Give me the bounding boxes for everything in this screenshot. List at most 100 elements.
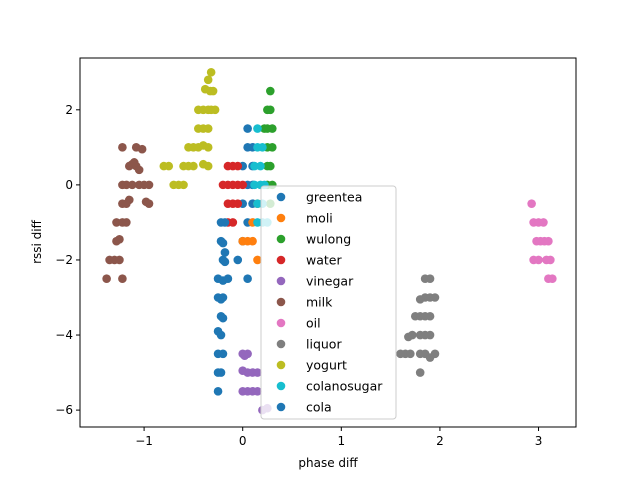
data-point (258, 143, 267, 152)
legend-label: cola (306, 400, 332, 415)
series-moli (238, 199, 262, 265)
legend-label: yogurt (306, 358, 347, 373)
data-point (122, 180, 131, 190)
series-cola (213, 218, 233, 396)
data-point (216, 330, 226, 340)
data-point (127, 180, 137, 190)
legend-marker (276, 402, 286, 412)
legend: greentea moli wulong water vinegar milk oil liq… (260, 185, 397, 420)
data-point (253, 368, 262, 377)
series-oil (527, 199, 557, 284)
data-point (267, 124, 277, 133)
legend-marker (276, 255, 286, 265)
data-point (220, 218, 230, 227)
legend-marker (276, 339, 286, 349)
data-point (115, 235, 124, 244)
data-point (134, 180, 144, 190)
data-point (250, 180, 259, 190)
data-point (233, 199, 243, 208)
y-tick-label: 2 (65, 103, 73, 117)
data-point (203, 124, 213, 133)
data-point (144, 199, 154, 208)
legend-marker (276, 297, 286, 307)
data-point (218, 293, 228, 302)
data-point (233, 255, 243, 265)
data-point (548, 274, 557, 284)
data-point (243, 124, 252, 133)
series-yogurt (159, 67, 220, 190)
data-point (102, 274, 111, 284)
data-point (223, 274, 233, 284)
series-milk (102, 143, 154, 284)
x-tick-label: −1 (135, 434, 153, 448)
legend-label: colanosugar (306, 379, 383, 394)
data-point (425, 353, 435, 362)
data-point (256, 161, 265, 171)
data-point (208, 86, 218, 96)
legend-marker (276, 276, 286, 286)
data-point (240, 351, 249, 360)
legend-marker (276, 234, 286, 244)
data-point (539, 218, 548, 227)
y-tick-label: 0 (65, 178, 73, 192)
y-tick-label: −4 (55, 328, 73, 342)
data-point (546, 255, 555, 265)
series-liquor (396, 274, 440, 377)
ticks-layer: −1 0 1 2 3 −6 −4 −2 0 2 (55, 103, 542, 448)
data-point (218, 180, 228, 190)
data-point (112, 218, 121, 227)
data-point (238, 236, 248, 246)
data-point (263, 161, 272, 171)
legend-label: vinegar (306, 274, 354, 289)
legend-label: water (306, 253, 342, 268)
legend-label: milk (306, 295, 333, 310)
data-point (218, 349, 228, 359)
data-point (238, 180, 248, 190)
legend-marker (276, 381, 286, 391)
legend-marker (276, 360, 286, 370)
axes-frame (79, 57, 577, 428)
data-point (233, 161, 243, 171)
y-tick-label: −2 (55, 253, 73, 267)
data-point (243, 274, 252, 284)
x-axis-label: phase diff (298, 456, 358, 470)
x-tick-label: 0 (239, 434, 247, 448)
legend-label: wulong (306, 232, 351, 247)
data-point (203, 161, 213, 171)
data-point (125, 195, 134, 205)
data-point (216, 368, 226, 377)
data-point (228, 218, 238, 227)
data-point (218, 238, 228, 248)
data-point (267, 143, 277, 152)
data-point (534, 255, 543, 265)
data-point (253, 255, 262, 265)
data-point (115, 255, 124, 265)
data-point (203, 143, 213, 152)
y-tick-label: −6 (55, 403, 73, 417)
data-point (203, 75, 213, 85)
data-point (218, 313, 228, 323)
data-point (169, 180, 178, 190)
legend-marker (276, 318, 286, 328)
data-point (253, 387, 262, 396)
data-point (266, 105, 275, 115)
data-point (425, 311, 435, 321)
x-tick-label: 1 (337, 434, 345, 448)
legend-label: liquor (306, 337, 342, 352)
data-point (544, 236, 553, 246)
data-point (144, 180, 154, 190)
legend-marker (276, 213, 286, 223)
data-point (425, 330, 435, 340)
data-point (415, 295, 425, 304)
data-point (527, 199, 536, 208)
data-point (134, 165, 144, 175)
series-water (218, 161, 248, 227)
data-point (248, 236, 257, 246)
data-point (250, 161, 259, 171)
data-point (137, 144, 147, 154)
legend-marker (276, 192, 286, 202)
legend-box (260, 185, 397, 420)
data-point (159, 161, 169, 171)
data-point (122, 218, 131, 227)
